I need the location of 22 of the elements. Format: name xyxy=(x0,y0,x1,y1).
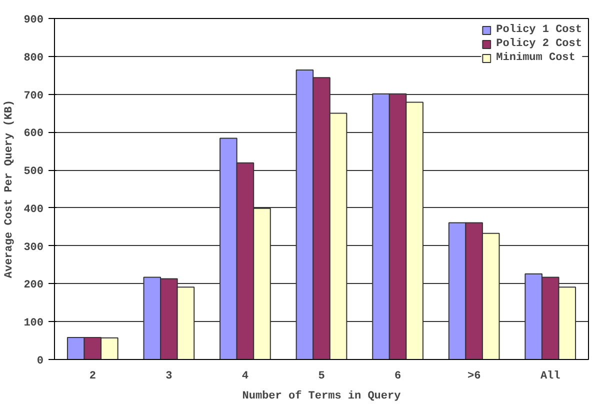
y-tick-label: 100 xyxy=(24,318,44,330)
legend-label: Minimum Cost xyxy=(496,52,576,64)
y-tick-label: 700 xyxy=(24,90,44,102)
y-tick-label: 600 xyxy=(24,128,44,140)
x-tick-label: >6 xyxy=(467,370,481,382)
x-tick-label: All xyxy=(540,370,561,382)
x-tick-label: 2 xyxy=(89,370,96,382)
y-tick-label: 300 xyxy=(24,242,44,254)
x-axis-title: Number of Terms in Query xyxy=(242,390,402,402)
x-tick-label: 4 xyxy=(242,370,249,382)
y-tick-label: 0 xyxy=(36,356,44,368)
y-axis-title: Average Cost Per Query (KB) xyxy=(4,100,16,278)
y-tick-label: 900 xyxy=(24,14,44,26)
legend-label: Policy 2 Cost xyxy=(496,38,582,50)
x-tick-label: 5 xyxy=(318,370,326,382)
y-tick-label: 200 xyxy=(24,280,44,292)
legend-label: Policy 1 Cost xyxy=(496,24,582,36)
y-tick-label: 800 xyxy=(24,52,44,64)
y-tick-label: 500 xyxy=(24,166,44,178)
x-tick-label: 6 xyxy=(394,370,402,382)
x-tick-label: 3 xyxy=(166,370,173,382)
y-tick-label: 400 xyxy=(24,204,44,216)
